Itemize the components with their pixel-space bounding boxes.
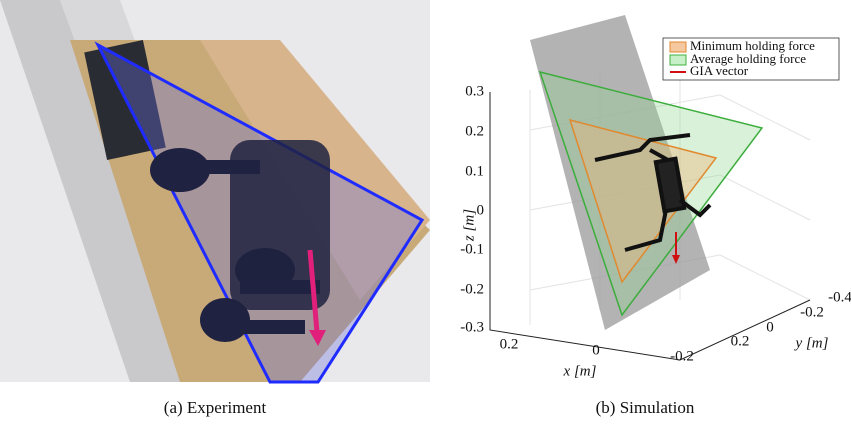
tick-label: -0.2 — [670, 348, 694, 364]
tick-label: -0.4 — [828, 289, 851, 305]
tick-label: 0 — [766, 319, 774, 335]
tick-label: 0 — [477, 202, 485, 218]
axis-label: y [m] — [794, 335, 829, 351]
axis-label: z [m] — [461, 209, 477, 242]
tick-label: -0.2 — [800, 304, 824, 320]
caption: (b) Simulation — [596, 398, 695, 417]
experiment-photo — [0, 0, 430, 382]
legend: Minimum holding force Average holding fo… — [663, 38, 839, 80]
figure: (a) Experiment Minimum holding force Ave… — [0, 0, 851, 430]
tick-label: 0.2 — [465, 123, 484, 139]
tick-label: -0.3 — [460, 319, 484, 335]
tick-label: -0.1 — [460, 241, 484, 257]
caption: (a) Experiment — [164, 398, 267, 417]
legend-label: GIA vector — [690, 63, 749, 78]
tick-label: 0.1 — [465, 163, 484, 179]
tick-label: 0 — [592, 342, 600, 358]
tick-label: 0.2 — [500, 336, 519, 352]
axis-label: x [m] — [563, 363, 597, 379]
tick-label: 0.2 — [731, 333, 750, 349]
tick-label: -0.2 — [460, 281, 484, 297]
tick-label: 0.3 — [465, 83, 484, 99]
